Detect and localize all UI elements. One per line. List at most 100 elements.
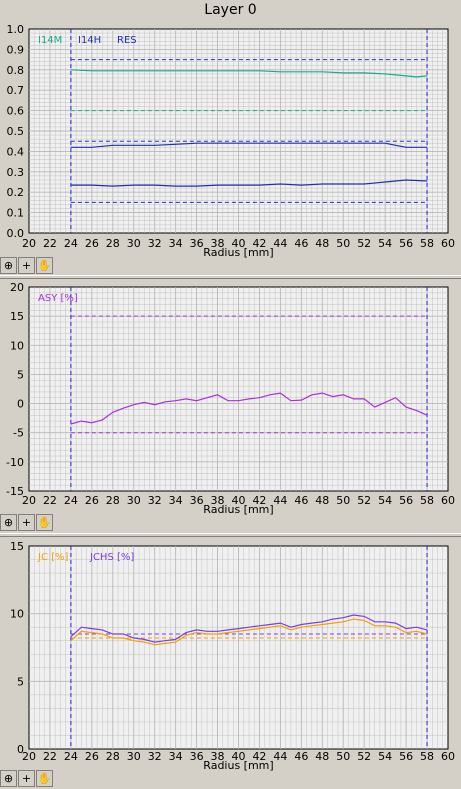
y-tick-label: 20 [10,281,24,294]
x-tick-label: 26 [85,750,99,763]
x-tick-label: 34 [169,750,183,763]
chart-2: 20 22 24 26 28 30 32 34 36 38 40 42 44 46 48 50 52 54 56 58… [6,281,455,516]
x-tick-label: 32 [148,494,162,507]
x-tick-label: 38 [211,750,225,763]
x-tick-label: 38 [211,237,225,250]
legend-i14m: I14M [38,35,62,46]
panel-divider [0,533,461,537]
legend-jc: JC [%] [37,552,69,563]
x-tick-label: 56 [399,494,413,507]
chart-toolbar-2: ⊕ + ✋ [0,514,56,532]
x-tick-label: 24 [64,494,78,507]
x-tick-label: 54 [378,237,392,250]
x-tick-label: 56 [399,750,413,763]
y-tick-label: 0.5 [7,125,25,138]
x-tick-label: 26 [85,494,99,507]
series-line-i14m [70,69,428,78]
y-tick-label: 10 [10,608,24,621]
y-tick-label: 15 [10,540,24,553]
x-tick-label: 24 [64,237,78,250]
y-tick-label: 0 [17,398,24,411]
y-tick-label: 0 [17,743,24,756]
x-axis-label: Radius [mm] [203,759,273,772]
x-tick-label: 42 [252,494,266,507]
x-tick-label: 42 [252,237,266,250]
x-tick-label: 58 [420,750,434,763]
chart-3: 20 22 24 26 28 30 32 34 36 38 40 42 44 46 48 50 52 54 56 58… [10,540,455,772]
series-line-jchs [70,614,428,643]
x-tick-label: 32 [148,237,162,250]
x-tick-label: 48 [315,494,329,507]
y-tick-label: 0.7 [7,84,25,97]
chart-panel-3: 20 22 24 26 28 30 32 34 36 38 40 42 44 46 48 50 52 54 56 58… [0,537,461,789]
add-icon[interactable]: + [18,770,35,787]
x-tick-label: 20 [22,237,36,250]
x-tick-label: 34 [169,237,183,250]
pan-hand-icon[interactable]: ✋ [36,770,53,787]
zoom-icon[interactable]: ⊕ [0,257,17,274]
x-tick-label: 40 [232,750,246,763]
zoom-icon[interactable]: ⊕ [0,770,17,787]
y-tick-label: -10 [6,456,24,469]
y-tick-label: 1.0 [7,23,25,36]
series-line-i14h [70,142,427,148]
x-tick-label: 32 [148,750,162,763]
x-axis-label: Radius [mm] [203,246,273,259]
x-tick-label: 44 [273,237,287,250]
x-tick-label: 60 [441,494,455,507]
x-tick-label: 58 [420,237,434,250]
panel-divider [0,275,461,279]
y-tick-label: 0.9 [7,43,25,56]
legend-i14h: I14H [78,35,101,46]
x-tick-label: 22 [43,237,57,250]
y-tick-label: 0.1 [7,207,25,220]
legend-res: RES [117,35,137,46]
x-tick-label: 50 [336,494,350,507]
legend-jchs: JCHS [%] [89,552,134,563]
add-icon[interactable]: + [18,257,35,274]
y-tick-label: 0.4 [7,145,25,158]
chart-toolbar-1: ⊕ + ✋ [0,257,56,275]
y-tick-label: 10 [10,339,24,352]
x-tick-label: 60 [441,237,455,250]
x-tick-label: 46 [294,750,308,763]
x-tick-label: 20 [22,494,36,507]
x-tick-label: 36 [190,750,204,763]
x-tick-label: 22 [43,494,57,507]
x-tick-label: 28 [106,494,120,507]
page-title: Layer 0 [204,2,257,18]
x-tick-label: 36 [190,237,204,250]
x-tick-label: 24 [64,750,78,763]
legend-asy: ASY [%] [38,293,78,304]
x-tick-label: 52 [357,494,371,507]
series-line-res [70,179,428,187]
series-line-jc [70,618,428,646]
y-tick-label: -15 [6,485,24,498]
x-tick-label: 20 [22,750,36,763]
x-tick-label: 44 [273,494,287,507]
y-tick-label: 0.2 [7,186,25,199]
y-tick-label: 15 [10,310,24,323]
x-tick-label: 30 [127,237,141,250]
x-tick-label: 44 [273,750,287,763]
x-tick-label: 48 [315,237,329,250]
y-tick-label: 5 [17,368,24,381]
x-tick-label: 54 [378,750,392,763]
x-tick-label: 52 [357,750,371,763]
y-tick-label: 0.3 [7,166,25,179]
x-tick-label: 40 [232,237,246,250]
add-icon[interactable]: + [18,514,35,531]
zoom-icon[interactable]: ⊕ [0,514,17,531]
x-tick-label: 30 [127,494,141,507]
x-tick-label: 52 [357,237,371,250]
x-tick-label: 22 [43,750,57,763]
chart-panel-2: 20 22 24 26 28 30 32 34 36 38 40 42 44 46 48 50 52 54 56 58… [0,279,461,533]
x-tick-label: 56 [399,237,413,250]
pan-hand-icon[interactable]: ✋ [36,257,53,274]
pan-hand-icon[interactable]: ✋ [36,514,53,531]
x-tick-label: 60 [441,750,455,763]
x-tick-label: 46 [294,494,308,507]
y-tick-label: 5 [17,675,24,688]
x-tick-label: 46 [294,237,308,250]
x-tick-label: 28 [106,237,120,250]
